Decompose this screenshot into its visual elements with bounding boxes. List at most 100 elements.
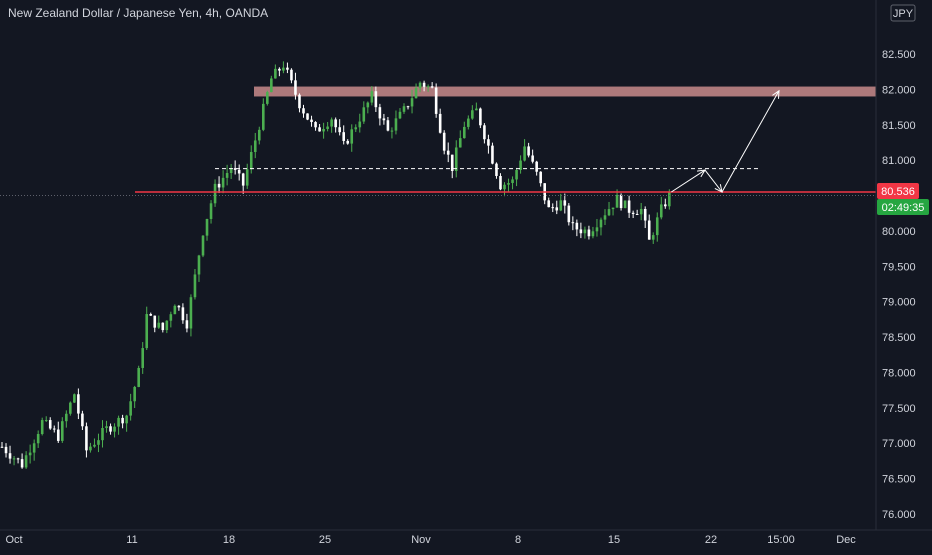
candle-body (205, 218, 209, 236)
candle-body (197, 255, 201, 275)
candle-body (386, 120, 390, 131)
candle-body (85, 426, 88, 451)
candle-body (475, 108, 478, 111)
candle-body (137, 367, 140, 387)
candle-body (221, 177, 225, 188)
candle-body (446, 150, 450, 155)
candle-body (350, 129, 354, 144)
candle-body (382, 118, 386, 121)
candle-body (495, 163, 498, 176)
candle-body (0, 446, 4, 448)
candle-body (527, 146, 530, 156)
candle-body (535, 161, 538, 172)
candle-body (454, 147, 458, 171)
candle-body (471, 110, 474, 119)
candle-body (442, 132, 446, 151)
candle-body (639, 208, 643, 215)
arrow-head-up-1 (697, 169, 706, 178)
candle-body (507, 183, 510, 185)
candle-body (253, 140, 257, 153)
candle-body (374, 91, 378, 108)
candle-body (133, 386, 136, 402)
candle-body (463, 126, 466, 139)
candle-body (113, 426, 116, 432)
arrow-head-down (714, 184, 723, 193)
candle-body (467, 118, 470, 127)
candle-body (314, 122, 317, 128)
candle-body (153, 315, 157, 328)
candle-body (245, 169, 249, 186)
candle-body (169, 314, 173, 321)
candle-body (434, 87, 438, 114)
candle-body (458, 138, 462, 148)
candle-body (599, 219, 603, 228)
candle-body (595, 227, 599, 232)
candle-body (290, 69, 293, 81)
candle-body (635, 214, 639, 216)
candle-body (4, 446, 8, 454)
candle-body (302, 108, 305, 114)
candle-body (643, 208, 647, 221)
candle-body (306, 113, 309, 120)
x-tick-label: Nov (411, 534, 431, 546)
candle-body (499, 175, 502, 190)
chart-title: New Zealand Dollar / Japanese Yen, 4h, O… (8, 6, 269, 20)
candle-body (591, 231, 595, 237)
candle-body (209, 203, 213, 219)
candle-body (278, 68, 281, 71)
candle-body (406, 106, 410, 108)
y-tick-label: 79.500 (882, 261, 916, 273)
candle-body (338, 127, 341, 133)
candle-body (189, 297, 193, 329)
candle-body (52, 428, 56, 430)
currency-badge-label: JPY (893, 8, 914, 20)
candle-body (414, 88, 418, 99)
candle-body (583, 229, 587, 234)
candle-body (286, 67, 289, 70)
candle-body (282, 67, 285, 71)
candle-body (61, 421, 64, 441)
candle-body (631, 212, 635, 215)
candle-body (627, 200, 631, 213)
candle-body (515, 169, 518, 180)
candle-body (603, 215, 607, 220)
candle-body (298, 94, 301, 109)
x-tick-label: 22 (705, 534, 717, 546)
countdown-badge (877, 199, 929, 215)
candle-body (89, 446, 92, 451)
price-badge (877, 183, 919, 199)
candle-body (229, 168, 233, 174)
candle-body (105, 426, 108, 429)
candle-body (366, 102, 370, 108)
candle-body (511, 179, 514, 184)
currency-badge[interactable] (890, 4, 916, 22)
candle-body (48, 420, 52, 429)
candle-body (450, 154, 454, 171)
candle-body (547, 200, 551, 208)
candle-body (28, 452, 32, 456)
candle-body (24, 455, 28, 468)
candle-body (270, 78, 273, 93)
y-tick-label: 82.500 (882, 49, 916, 61)
y-tick-label: 79.000 (882, 297, 916, 309)
candle-body (145, 314, 149, 349)
candle-body (201, 235, 205, 256)
candle-body (330, 119, 333, 127)
candle-body (12, 458, 16, 460)
y-tick-label: 81.500 (882, 120, 916, 132)
candle-body (531, 155, 534, 162)
candle-body (165, 320, 169, 331)
candle-body (655, 217, 659, 236)
candle-body (16, 458, 20, 460)
price-badge-label: 80.536 (881, 186, 915, 198)
resistance-zone (254, 86, 876, 97)
candle-body (237, 169, 241, 174)
candle-body (310, 119, 313, 123)
candle-body (193, 274, 197, 298)
candle-body (623, 200, 627, 209)
candle-body (125, 415, 128, 424)
candle-body (358, 121, 362, 128)
candle-body (362, 107, 366, 122)
candle-body (8, 453, 12, 459)
